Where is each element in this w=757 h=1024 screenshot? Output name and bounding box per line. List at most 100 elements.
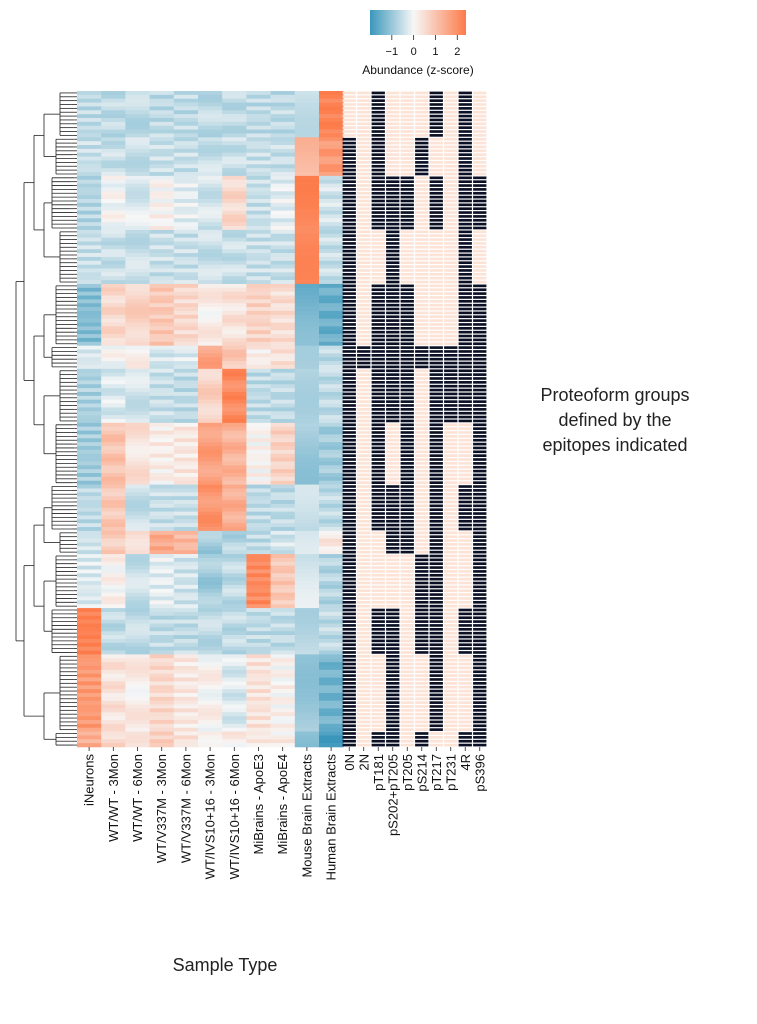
heatmap-cell	[149, 465, 175, 470]
heatmap-cell	[125, 500, 150, 505]
epitope-present	[371, 311, 385, 315]
heatmap-cell	[294, 376, 320, 381]
epitope-absent	[386, 99, 400, 102]
epitope-present	[386, 253, 400, 257]
epitope-absent	[415, 342, 429, 346]
epitope-present	[371, 157, 385, 160]
heatmap-cell	[198, 233, 223, 238]
epitope-absent	[371, 593, 385, 596]
heatmap-cell	[198, 361, 223, 366]
epitope-present	[342, 207, 356, 211]
heatmap-cell	[319, 94, 344, 100]
heatmap-cell	[319, 264, 344, 269]
heatmap-cell	[77, 202, 102, 208]
heatmap-cell	[246, 357, 271, 362]
heatmap-cell	[246, 519, 271, 524]
epitope-absent	[386, 110, 400, 114]
heatmap-cell	[125, 129, 150, 134]
heatmap-cell	[125, 368, 150, 373]
heatmap-cell	[222, 623, 247, 628]
heatmap-cell	[222, 264, 247, 269]
epitope-present	[342, 427, 356, 430]
epitope-absent	[415, 685, 429, 689]
heatmap-cell	[270, 727, 296, 732]
epitope-absent	[444, 527, 458, 531]
epitope-absent	[371, 539, 385, 542]
heatmap-cell	[77, 461, 102, 466]
heatmap-cell	[125, 114, 150, 119]
epitope-absent	[400, 662, 414, 666]
heatmap-cell	[77, 94, 102, 100]
heatmap-cell	[222, 469, 247, 474]
heatmap-cell	[125, 438, 150, 443]
heatmap-cell	[294, 210, 320, 215]
epitope-present	[400, 489, 414, 492]
epitope-absent	[386, 473, 400, 477]
heatmap-cell	[246, 364, 271, 370]
heatmap-cell	[149, 642, 175, 647]
epitope-present	[400, 315, 414, 319]
epitope-absent	[400, 608, 414, 612]
epitope-present	[342, 431, 356, 434]
heatmap-cell	[246, 349, 271, 354]
heatmap-cell	[125, 133, 150, 138]
heatmap-cell	[101, 110, 126, 115]
epitope-absent	[415, 396, 429, 400]
epitope-absent	[357, 581, 371, 585]
heatmap-cell	[198, 237, 223, 242]
epitope-absent	[386, 145, 400, 149]
heatmap-cell	[246, 318, 271, 323]
epitope-present	[357, 365, 371, 369]
heatmap-cell	[294, 272, 320, 277]
epitope-absent	[357, 203, 371, 207]
epitope-present	[386, 245, 400, 249]
heatmap-cell	[222, 658, 247, 663]
heatmap-cell	[149, 519, 175, 524]
heatmap-cell	[125, 430, 150, 435]
epitope-absent	[386, 427, 400, 430]
heatmap-cell	[222, 530, 247, 536]
heatmap-cell	[222, 446, 247, 451]
heatmap-cell	[101, 727, 126, 732]
epitope-absent	[415, 284, 429, 288]
heatmap-cell	[125, 160, 150, 165]
heatmap-cell	[270, 689, 296, 694]
epitope-absent	[386, 103, 400, 106]
epitope-absent	[429, 234, 443, 238]
heatmap-cell	[222, 210, 247, 215]
epitope-absent	[429, 288, 443, 292]
heatmap-cell	[101, 237, 126, 242]
epitope-present	[400, 508, 414, 512]
heatmap-cell	[246, 530, 271, 536]
heatmap-cell	[77, 569, 102, 574]
heatmap-cell	[270, 627, 296, 632]
epitope-present	[400, 531, 414, 535]
heatmap-cell	[294, 650, 320, 655]
epitope-present	[342, 238, 356, 241]
heatmap-cell	[173, 461, 199, 466]
epitope-absent	[415, 689, 429, 693]
heatmap-cell	[77, 488, 102, 493]
epitope-present	[429, 118, 443, 122]
epitope-present	[386, 319, 400, 322]
epitope-absent	[400, 658, 414, 662]
heatmap-cell	[101, 191, 126, 196]
epitope-present	[342, 234, 356, 238]
epitope-present	[473, 188, 487, 191]
heatmap-cell	[101, 102, 126, 107]
heatmap-cell	[77, 689, 102, 694]
heatmap-cell	[246, 689, 271, 694]
heatmap-cell	[198, 307, 223, 312]
heatmap-cell	[198, 681, 223, 686]
epitope-present	[429, 581, 443, 585]
heatmap-cell	[246, 743, 271, 748]
heatmap-cell	[173, 731, 199, 736]
epitope-absent	[371, 535, 385, 539]
heatmap-cell	[222, 202, 247, 208]
heatmap-cell	[246, 368, 271, 373]
heatmap-cell	[246, 168, 271, 173]
heatmap-cell	[173, 391, 199, 397]
heatmap-cell	[294, 357, 320, 362]
epitope-present	[429, 489, 443, 492]
epitope-present	[342, 736, 356, 739]
